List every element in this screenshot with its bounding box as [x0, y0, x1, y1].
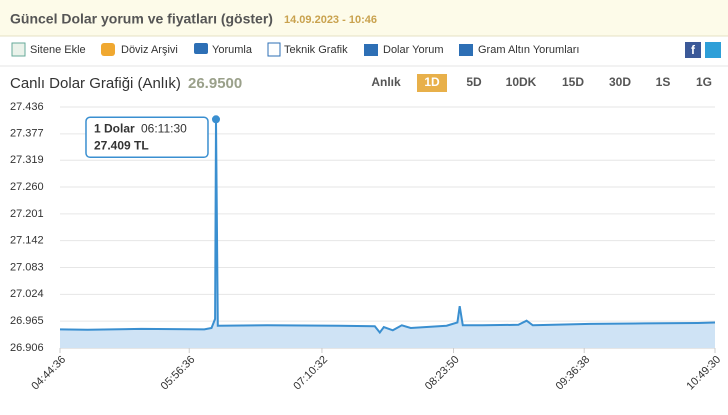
price: 26.9500: [188, 75, 242, 92]
plot: 26.906 26.965 27.024 27.083 27.142 27.201 27.2…: [10, 101, 723, 393]
line: [59, 119, 716, 335]
tooltip-name: 1 Dolar: [94, 121, 135, 135]
range-button[interactable]: 15D: [562, 75, 584, 89]
range-button[interactable]: 5D: [466, 75, 482, 89]
toolbar: Sitene Ekle Döviz Arşivi Yorumla Teknik Gra…: [30, 44, 580, 56]
range-button[interactable]: Anlık: [371, 75, 401, 89]
y-tick-label: 26.906: [10, 342, 44, 354]
y-tick-label: 27.142: [10, 235, 44, 247]
tooltip-value: 27.409 TL: [94, 138, 149, 152]
range-button[interactable]: 10DK: [506, 75, 537, 89]
x-tick-label: 05:56:36: [159, 354, 198, 393]
y-tick-label: 27.319: [10, 154, 44, 166]
x-tick-label: 07:10:32: [291, 354, 330, 393]
icon: [364, 44, 378, 56]
chart-title: Canlı Dolar Grafiği (Anlık): [10, 75, 181, 92]
toolbar-link[interactable]: Döviz Arşivi: [121, 44, 178, 56]
toolbar-link[interactable]: Gram Altın Yorumları: [478, 44, 580, 56]
range-buttons: Anlık 1D 5D 10DK 15D 30D 1S 1G: [371, 74, 712, 92]
toolbar-link[interactable]: Sitene Ekle: [30, 44, 86, 56]
icon: [459, 44, 473, 56]
range-button[interactable]: 30D: [609, 75, 631, 89]
range-active-bg: [417, 74, 447, 92]
x-tick-label: 10:49:30: [684, 354, 723, 393]
y-tick-label: 27.436: [10, 101, 44, 113]
twitter-icon[interactable]: [705, 42, 721, 58]
icon: [11, 42, 26, 57]
tooltip-point: [211, 115, 220, 124]
page-title[interactable]: Güncel Dolar yorum ve fiyatları (göster): [10, 11, 273, 27]
header-bar: [0, 0, 728, 36]
icon: [194, 43, 208, 54]
y-tick-label: 27.377: [10, 128, 44, 140]
y-tick-label: 27.201: [10, 208, 44, 220]
x-tick-label: 04:44:36: [29, 354, 68, 393]
icon: [267, 42, 281, 57]
range-button[interactable]: 1S: [656, 75, 671, 89]
date: 14.09.2023 - 10:46: [284, 14, 377, 26]
area: [60, 119, 715, 348]
x-tick-label: 08:23:50: [423, 354, 462, 393]
toolbar-icons: f: [11, 42, 721, 58]
tooltip-time: 06:11:30: [141, 121, 187, 135]
y-tick-label: 26.965: [10, 315, 44, 327]
range-button[interactable]: 1D: [424, 75, 440, 89]
tooltip-box: [85, 116, 209, 159]
y-tick-label: 27.260: [10, 181, 44, 193]
icon: [101, 43, 115, 56]
y-tick-label: 27.083: [10, 261, 44, 273]
toolbar-link[interactable]: Teknik Grafik: [284, 44, 348, 56]
facebook-glyph: f: [691, 43, 696, 57]
toolbar-link[interactable]: Dolar Yorum: [383, 44, 444, 56]
facebook-icon[interactable]: [685, 42, 701, 58]
y-tick-label: 27.024: [10, 288, 44, 300]
toolbar-link[interactable]: Yorumla: [212, 44, 253, 56]
x-tick-label: 09:36:38: [554, 354, 593, 393]
range-button[interactable]: 1G: [696, 75, 712, 89]
